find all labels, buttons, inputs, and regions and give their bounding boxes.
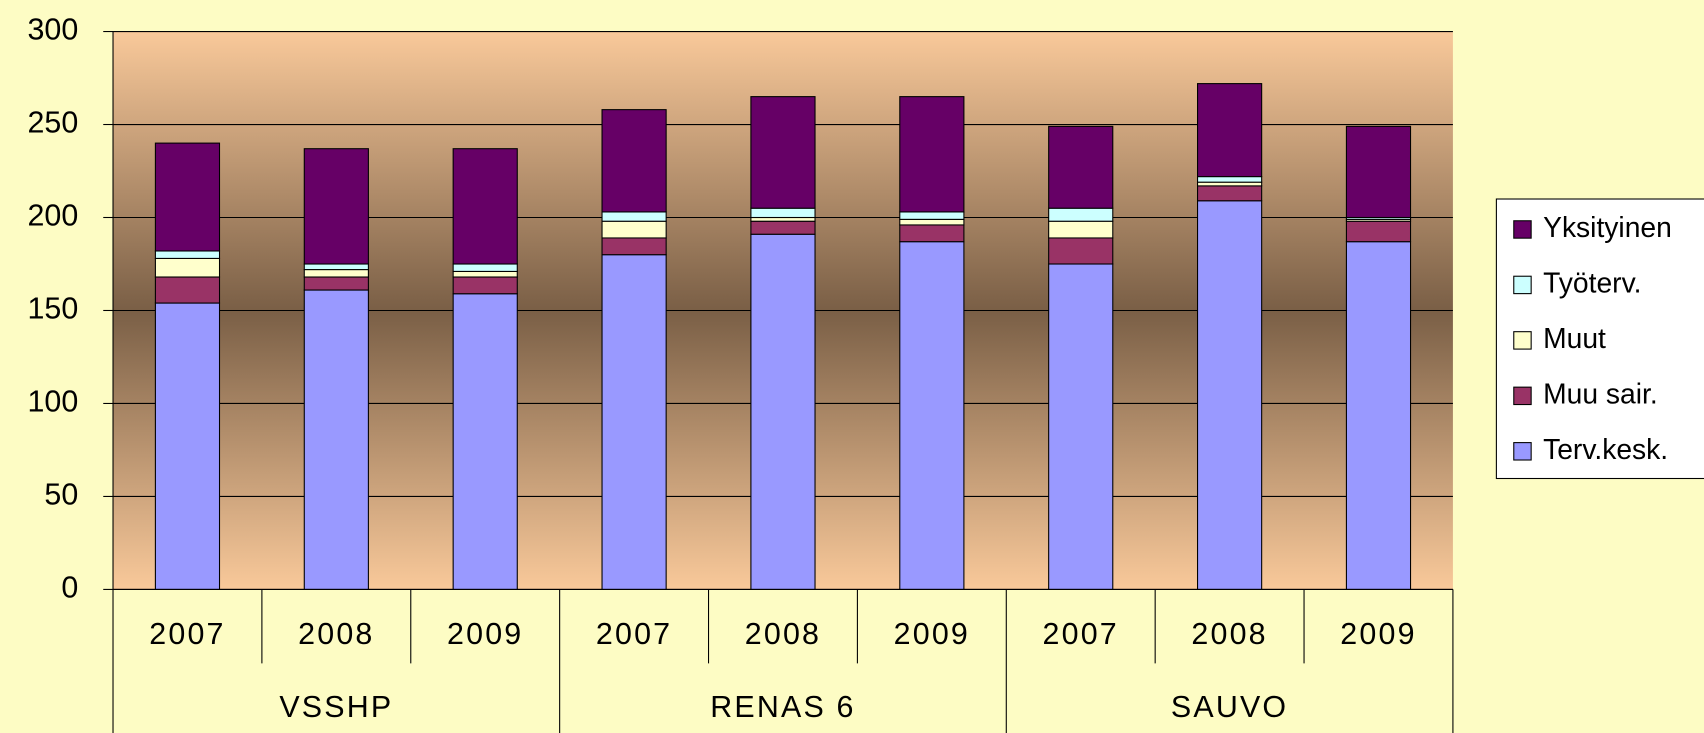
plot-root: 0 50 100 150 200 250 300 2007 2008 2009 2007 2008 20… xyxy=(27,13,1704,733)
legend-label: Muu sair. xyxy=(1543,377,1658,409)
bar-segment xyxy=(1197,200,1263,590)
bar-segment xyxy=(154,250,221,259)
bar-segment xyxy=(750,216,816,222)
bar-segment xyxy=(303,276,369,291)
group-label: VSSHP xyxy=(279,690,393,724)
x-tick-label: 2007 xyxy=(596,617,672,651)
y-tick-label: 150 xyxy=(27,292,78,326)
bar-segment xyxy=(154,302,221,590)
bar-segment xyxy=(452,270,518,278)
bar-segment xyxy=(601,220,667,239)
bar-segment xyxy=(1345,125,1412,219)
bar-segment xyxy=(899,211,965,220)
legend-label: Yksityinen xyxy=(1543,211,1672,243)
bar-segment xyxy=(1197,83,1263,178)
x-tick-label: 2007 xyxy=(1043,617,1119,651)
bar-segment xyxy=(750,220,816,235)
bar-segment xyxy=(1345,220,1412,243)
bar-segment xyxy=(452,263,518,272)
y-tick-label: 200 xyxy=(27,199,78,233)
legend-swatch xyxy=(1513,386,1532,406)
x-tick-label: 2008 xyxy=(745,617,821,651)
bar-segment xyxy=(1048,125,1114,209)
bar-segment xyxy=(303,269,369,278)
legend-label: Terv.kesk. xyxy=(1543,433,1668,465)
x-tick-label: 2007 xyxy=(149,617,225,651)
bar-segment xyxy=(899,241,965,590)
bar-segment xyxy=(601,109,667,213)
bar-segment xyxy=(303,263,369,271)
x-tick-label: 2008 xyxy=(298,617,374,651)
bar-segment xyxy=(452,293,518,590)
legend-label: Muut xyxy=(1543,322,1606,354)
bar-segment xyxy=(899,224,965,243)
bar-segment xyxy=(303,289,369,590)
bar-segment xyxy=(1048,207,1114,222)
x-tick-label: 2008 xyxy=(1191,617,1267,651)
legend-label: Työterv. xyxy=(1543,266,1641,298)
bar-segment xyxy=(750,207,816,219)
bar-segment xyxy=(1048,263,1114,590)
bar-segment xyxy=(1197,176,1263,183)
x-tick-label: 2009 xyxy=(1340,617,1416,651)
bar-segment xyxy=(1345,241,1412,590)
legend-swatch xyxy=(1513,331,1532,350)
y-tick-label: 300 xyxy=(27,13,78,47)
legend-swatch xyxy=(1513,442,1532,461)
legend-swatch xyxy=(1513,275,1532,295)
x-tick-label: 2009 xyxy=(894,617,970,651)
legend-swatch xyxy=(1513,220,1532,239)
bar-segment xyxy=(1048,220,1114,239)
y-tick-label: 250 xyxy=(27,106,78,140)
bar-segment xyxy=(154,276,221,304)
y-tick-label: 0 xyxy=(61,570,78,604)
bar-segment xyxy=(452,276,518,295)
bar-segment xyxy=(601,254,667,590)
x-tick-label: 2009 xyxy=(447,617,523,651)
bar-segment xyxy=(1048,237,1114,265)
y-tick-label: 100 xyxy=(27,384,78,418)
bar-segment xyxy=(601,211,667,222)
bar-segment xyxy=(1197,181,1263,187)
bar-segment xyxy=(899,218,965,226)
bar-segment xyxy=(452,148,518,265)
bar-segment xyxy=(303,148,369,265)
bar-segment xyxy=(154,257,221,278)
group-label: SAUVO xyxy=(1171,690,1288,724)
group-label: RENAS 6 xyxy=(710,690,855,724)
bar-segment xyxy=(750,233,816,590)
y-tick-label: 50 xyxy=(44,477,78,511)
bar-segment xyxy=(601,237,667,256)
bar-segment xyxy=(154,142,221,252)
bar-segment xyxy=(899,96,965,213)
bar-segment xyxy=(750,96,816,209)
bar-segment xyxy=(1197,185,1263,202)
